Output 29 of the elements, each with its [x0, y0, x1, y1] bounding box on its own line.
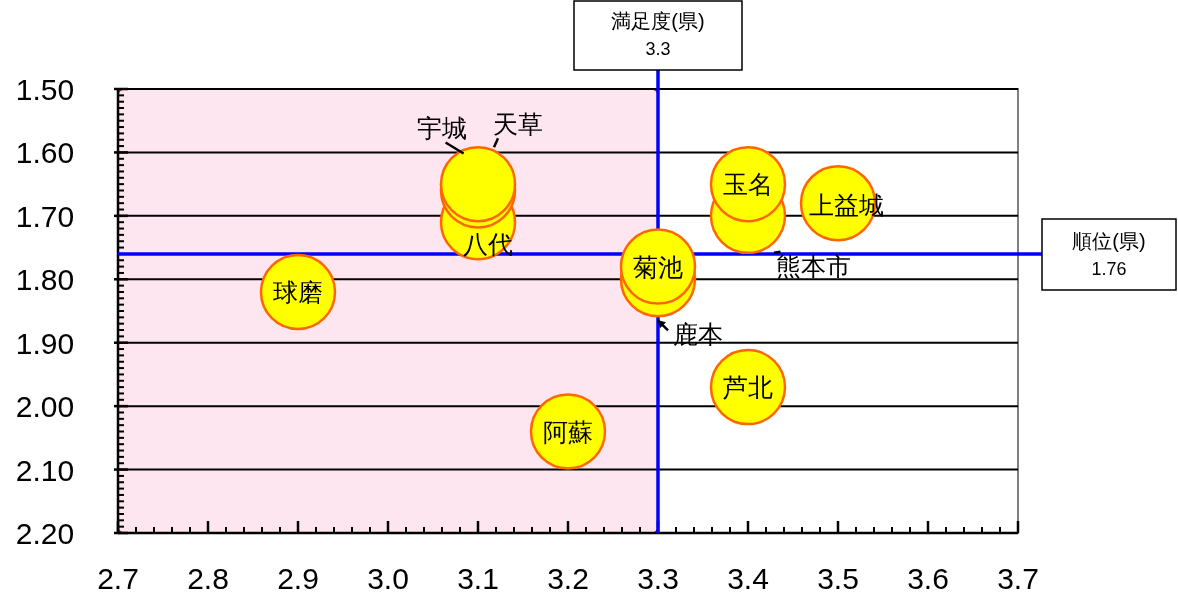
x-tick-label: 2.8 [187, 562, 229, 595]
ref-line-label: 順位(県) 1.76 [1072, 230, 1146, 279]
x-tick-label: 3.6 [907, 562, 949, 595]
series-label: 阿蘇 [543, 417, 593, 446]
y-tick-label: 2.00 [15, 390, 75, 424]
x-tick-label: 3.0 [367, 562, 409, 595]
y-tick-label: 1.70 [15, 199, 75, 233]
y-tick-label: 2.10 [15, 453, 75, 487]
y-tick-label: 2.20 [15, 517, 75, 550]
y-tick-label: 1.80 [15, 263, 75, 297]
y-tick-label: 1.90 [15, 326, 75, 360]
x-tick-label: 3.4 [727, 562, 769, 595]
ref-line-label: 満足度(県) 3.3 [611, 10, 705, 59]
x-tick-label: 3.7 [997, 562, 1039, 595]
series-label: 菊池 [633, 252, 683, 281]
x-tick-label: 2.7 [97, 562, 139, 595]
series-label: 熊本市 [775, 251, 851, 280]
series-label: 天草 [493, 110, 543, 139]
series-label: 宇城 [417, 114, 467, 143]
x-tick-label: 3.1 [457, 562, 499, 595]
series-label: 球磨 [273, 277, 323, 306]
x-tick-label: 2.9 [277, 562, 319, 595]
y-tick-label: 1.60 [15, 136, 75, 170]
x-tick-label: 3.2 [547, 562, 589, 595]
series-label: 玉名 [723, 170, 773, 199]
x-tick-label: 3.5 [817, 562, 859, 595]
y-tick-label: 1.50 [15, 73, 75, 106]
x-tick-label: 3.3 [637, 562, 679, 595]
series-label: 芦北 [723, 373, 773, 402]
